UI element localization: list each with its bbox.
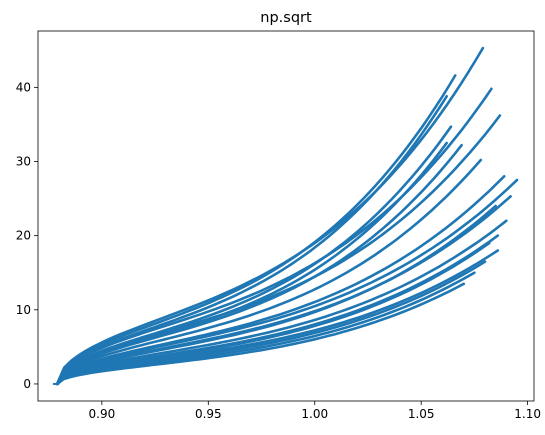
scatter-trace [55,282,466,386]
scatter-trace [55,125,453,386]
scatter-trace [55,260,487,386]
chart-title: np.sqrt [260,10,312,26]
x-tick-label: 1.00 [301,407,328,421]
y-tick-label: 40 [16,80,31,94]
scatter-trace [55,204,498,386]
y-axis: 0 10 20 30 40 [16,80,38,391]
scatter-trace [55,158,483,386]
plot-frame [37,30,535,402]
scatter-trace [55,271,476,386]
y-tick-label: 0 [23,377,31,391]
scatter-trace [55,143,463,386]
scatter-trace [55,74,457,386]
scatter-trace [55,95,449,386]
x-tick-label: 0.95 [195,407,222,421]
x-tick-label: 0.90 [89,407,116,421]
scatter-trace [55,178,519,386]
scatter-trace [55,249,500,386]
x-tick-label: 1.05 [408,407,435,421]
scatter-series [52,46,519,386]
x-axis: 0.90 0.95 1.00 1.05 1.10 [89,401,541,421]
scatter-trace [55,241,491,386]
scatter-trace [55,219,508,386]
y-tick-label: 30 [16,155,31,169]
x-tick-label: 1.10 [514,407,541,421]
y-tick-label: 10 [16,303,31,317]
y-tick-label: 20 [16,229,31,243]
